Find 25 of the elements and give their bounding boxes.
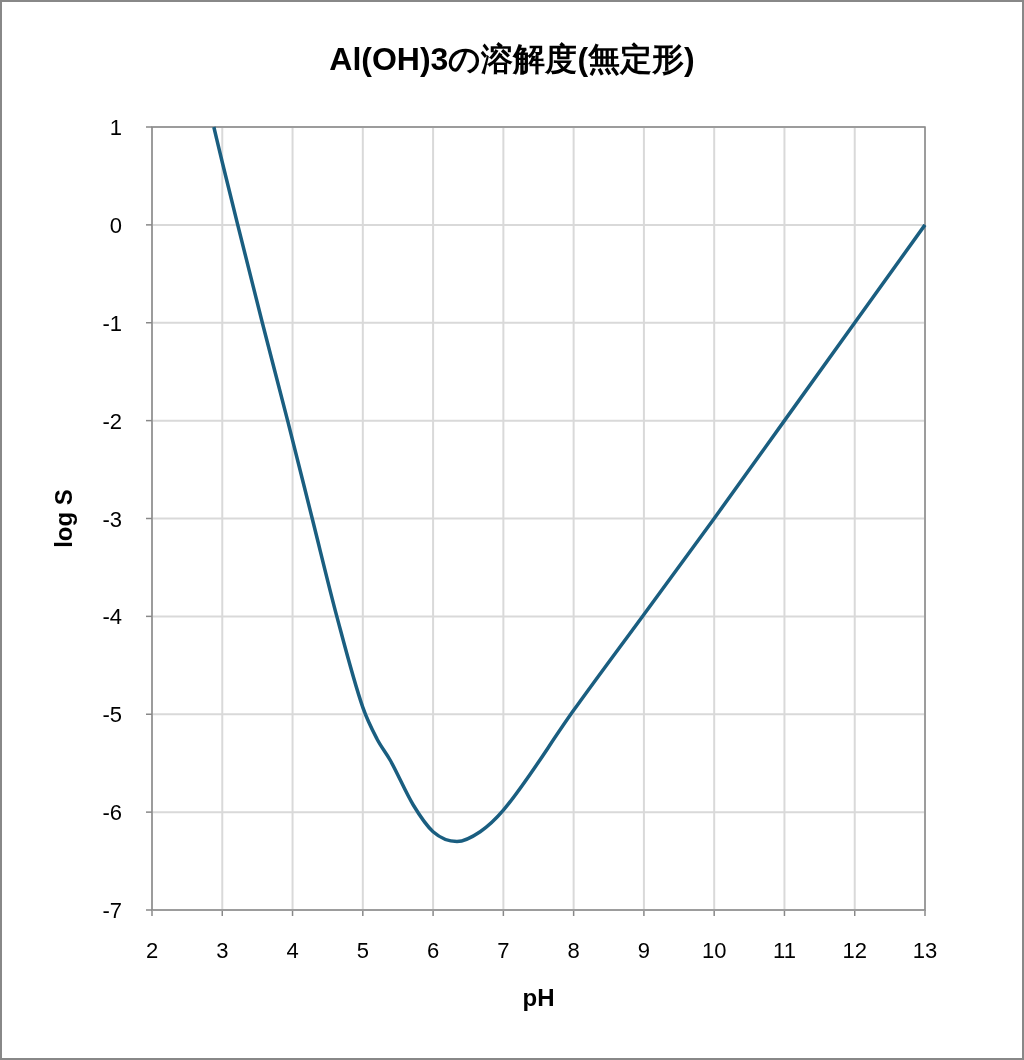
y-tick-label: 1 — [109, 115, 122, 140]
y-tick-label: 0 — [109, 212, 122, 238]
line-series — [212, 125, 927, 844]
x-tick-label: 12 — [842, 938, 867, 963]
y-tick-label: -6 — [102, 800, 122, 826]
y-tick-label: -4 — [102, 604, 122, 630]
x-tick-label: 5 — [356, 938, 369, 963]
x-tick-label: 2 — [145, 938, 159, 963]
y-tick-label: -1 — [102, 310, 122, 336]
x-tick-label: 3 — [216, 938, 229, 963]
chart-title: Al(OH)3の溶解度(無定形) — [329, 41, 695, 77]
y-tick-label: -7 — [102, 898, 122, 923]
x-tick-label: 11 — [773, 938, 796, 963]
y-tick-label: -2 — [102, 408, 122, 434]
y-tick-label: -5 — [102, 702, 122, 728]
x-tick-label: 10 — [701, 938, 727, 963]
x-tick-label: 8 — [567, 938, 580, 963]
x-axis-title: pH — [522, 984, 555, 1011]
x-tick-label: 13 — [912, 938, 938, 963]
x-tick-label: 4 — [286, 938, 299, 963]
x-tick-label: 6 — [426, 938, 440, 963]
x-tick-label: 9 — [637, 938, 651, 963]
y-tick-label: -3 — [102, 506, 122, 532]
y-axis-title: log S — [50, 489, 77, 548]
x-tick-label: 7 — [497, 938, 510, 963]
